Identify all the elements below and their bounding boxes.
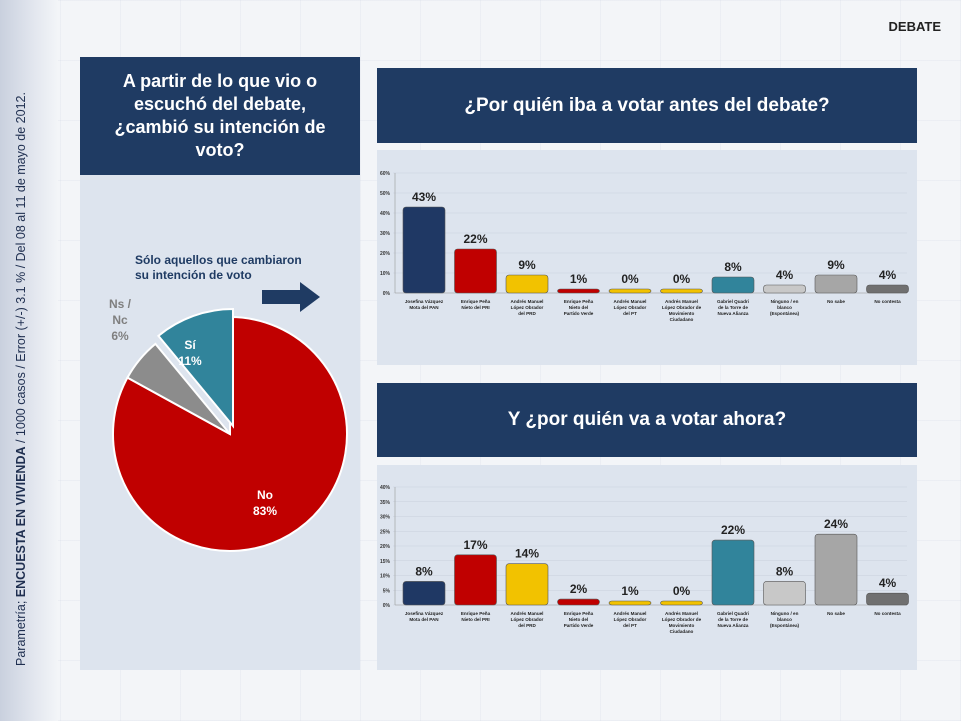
x-tick-label: Andrés Manuel López Obrador de Movimiento C…: [662, 611, 702, 634]
section-label: DEBATE: [888, 19, 941, 34]
bar-value-label: 43%: [412, 190, 436, 204]
x-tick-label: Andrés Manuel López Obrador del PT: [614, 611, 647, 628]
bar: [866, 284, 909, 294]
x-tick-label: No contesta: [874, 299, 901, 304]
bar-value-label: 2%: [570, 582, 588, 596]
bar: [814, 274, 858, 294]
bar-value-label: 0%: [673, 272, 691, 286]
bar: [557, 288, 600, 294]
source-bold: ENCUESTA EN VIVIENDA: [14, 446, 28, 598]
bar-chart-now: 0% 5% 10% 15% 20% 25% 30% 35% 40% 8% Josefina Vázq…: [380, 485, 909, 634]
bar-value-label: 9%: [518, 258, 536, 272]
x-tick-label: No contesta: [874, 611, 901, 616]
bar: [866, 592, 909, 606]
left-title: A partir de lo que vio o escuchó del deb…: [80, 57, 360, 175]
pie-slice: [126, 342, 231, 435]
x-tick-label: Ninguno / en blanco (Espontánea): [770, 611, 800, 628]
y-tick-label: 40%: [380, 211, 391, 217]
arrow-icon: [262, 282, 320, 312]
x-tick-label: Enrique Peña Nieto del Partido Verde: [564, 611, 594, 628]
chart1-title: ¿Por quién iba a votar antes del debate?: [377, 68, 917, 143]
chart2-title: Y ¿por quién va a votar ahora?: [377, 383, 917, 457]
source-rest: / 1000 casos / Error (+/-) 3.1 % / Del 0…: [14, 92, 28, 447]
bar-value-label: 0%: [621, 272, 639, 286]
x-tick-label: Josefina Vázquez Mota del PAN: [405, 299, 444, 310]
pie-note: Sólo aquellos que cambiaron su intención…: [135, 253, 302, 282]
x-tick-label: Enrique Peña Nieto del Partido Verde: [564, 299, 594, 316]
y-tick-label: 0%: [383, 603, 391, 609]
y-tick-label: 10%: [380, 271, 391, 277]
pie-chart: No 83% Ns / Nc 6% Sí 11%: [109, 297, 348, 552]
bar: [711, 276, 755, 294]
y-tick-label: 30%: [380, 231, 391, 237]
x-tick-label: Andrés Manuel López Obrador del PRD: [511, 299, 544, 316]
bar: [557, 598, 600, 606]
x-tick-label: No sabe: [827, 611, 845, 616]
y-tick-label: 0%: [383, 291, 391, 297]
bar: [608, 600, 652, 606]
y-tick-label: 20%: [380, 544, 391, 550]
bar: [814, 533, 858, 606]
pie-slice: [157, 307, 234, 429]
bar-value-label: 24%: [824, 517, 848, 531]
slice-label: Sí: [184, 338, 196, 352]
bar-value-label: 8%: [776, 564, 794, 578]
bar-value-label: 1%: [621, 584, 639, 598]
bar-value-label: 22%: [463, 232, 487, 246]
slice-value: 11%: [178, 354, 202, 368]
x-tick-label: Gabriel Quadri de la Torre de Nueva Alianz…: [717, 611, 749, 628]
slice-label: No: [257, 488, 273, 502]
bar-value-label: 17%: [463, 538, 487, 552]
y-tick-label: 5%: [383, 588, 391, 594]
y-tick-label: 10%: [380, 574, 391, 580]
slice-label: Nc: [112, 313, 128, 327]
bar: [505, 563, 549, 606]
y-tick-label: 30%: [380, 515, 391, 521]
x-tick-label: Gabriel Quadri de la Torre de Nueva Alianz…: [717, 299, 749, 316]
x-tick-label: Andrés Manuel López Obrador del PT: [614, 299, 647, 316]
bar-value-label: 0%: [673, 584, 691, 598]
bar-value-label: 14%: [515, 547, 539, 561]
y-tick-label: 25%: [380, 529, 391, 535]
bar: [402, 581, 446, 606]
bar: [402, 206, 446, 294]
slice-value: 83%: [253, 504, 277, 518]
x-tick-label: Josefina Vázquez Mota del PAN: [405, 611, 444, 622]
bar-value-label: 9%: [827, 258, 845, 272]
x-tick-label: Andrés Manuel López Obrador del PRD: [511, 611, 544, 628]
bar-value-label: 8%: [415, 564, 433, 578]
bar: [660, 288, 703, 294]
bar: [505, 274, 549, 294]
y-tick-label: 15%: [380, 559, 391, 565]
bar-value-label: 4%: [879, 268, 897, 282]
y-tick-label: 40%: [380, 485, 391, 491]
source-note: Parametría; ENCUESTA EN VIVIENDA / 1000 …: [14, 26, 28, 666]
x-tick-label: Enrique Peña Nieto del PRI: [461, 611, 491, 622]
y-tick-label: 50%: [380, 191, 391, 197]
bar: [608, 288, 652, 294]
x-tick-label: Ninguno / en blanco (Espontánea): [770, 299, 800, 316]
y-tick-label: 20%: [380, 251, 391, 257]
bar: [711, 539, 755, 606]
bar: [763, 581, 806, 606]
x-tick-label: No sabe: [827, 299, 845, 304]
x-tick-label: Andrés Manuel López Obrador de Movimiento C…: [662, 299, 702, 322]
bar-value-label: 8%: [724, 260, 742, 274]
decorative-strip: [0, 0, 58, 721]
source-prefix: Parametría;: [14, 597, 28, 666]
bar-value-label: 4%: [776, 268, 794, 282]
bar: [763, 284, 806, 294]
slice-label: Ns /: [109, 297, 132, 311]
x-tick-label: Enrique Peña Nieto del PRI: [461, 299, 491, 310]
bar-value-label: 1%: [570, 272, 588, 286]
bar-value-label: 22%: [721, 523, 745, 537]
bar: [660, 600, 703, 606]
slice-value: 6%: [111, 329, 129, 343]
y-tick-label: 60%: [380, 171, 391, 177]
bar-value-label: 4%: [879, 576, 897, 590]
bar: [454, 248, 497, 294]
y-tick-label: 35%: [380, 500, 391, 506]
bar: [454, 554, 497, 606]
bar-chart-before: 0% 10% 20% 30% 40% 50% 60% 43% Josefina Vázquez M…: [380, 171, 909, 322]
